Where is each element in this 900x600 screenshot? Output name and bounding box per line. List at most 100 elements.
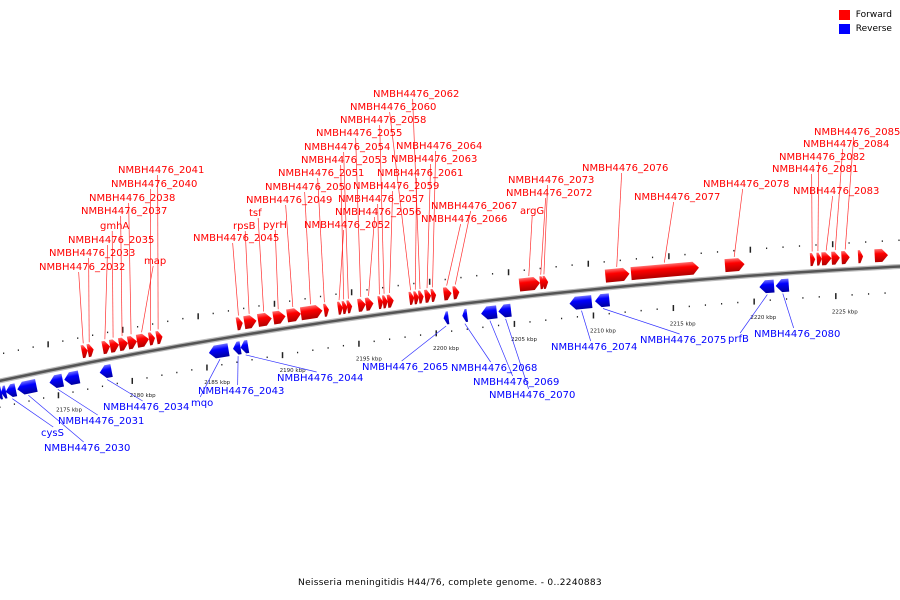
gene-label-text[interactable]: pyrH (263, 220, 287, 231)
forward-gene-label[interactable]: NMBH4476_2045 (193, 233, 279, 244)
forward-gene[interactable] (841, 251, 850, 265)
forward-gene-label[interactable]: NMBH4476_2057 (338, 194, 424, 205)
forward-gene[interactable] (341, 300, 349, 315)
forward-gene-label[interactable]: NMBH4476_2060 (350, 102, 436, 113)
gene-label-text[interactable]: prfB (728, 334, 749, 345)
forward-gene[interactable] (724, 258, 746, 273)
gene-label-text[interactable]: NMBH4476_2055 (316, 128, 402, 139)
reverse-gene[interactable] (759, 279, 775, 294)
forward-gene-label[interactable]: NMBH4476_2032 (39, 262, 125, 273)
gene-label-text[interactable]: NMBH4476_2065 (362, 362, 448, 373)
forward-gene-label[interactable]: NMBH4476_2083 (793, 186, 879, 197)
forward-gene-label[interactable]: NMBH4476_2072 (506, 188, 592, 199)
gene-label-text[interactable]: NMBH4476_2058 (340, 115, 426, 126)
reverse-gene-label[interactable]: cysS (41, 428, 64, 439)
forward-gene[interactable] (357, 298, 367, 312)
forward-gene[interactable] (630, 261, 700, 281)
forward-gene[interactable] (346, 300, 353, 314)
gene-label-text[interactable]: NMBH4476_2061 (377, 168, 463, 179)
forward-gene[interactable] (821, 252, 832, 266)
forward-gene[interactable] (299, 304, 323, 321)
reverse-gene[interactable] (48, 373, 65, 389)
gene-label-text[interactable]: NMBH4476_2044 (277, 373, 363, 384)
forward-gene[interactable] (377, 295, 384, 310)
gene-label-text[interactable]: NMBH4476_2070 (489, 390, 575, 401)
forward-gene[interactable] (857, 250, 864, 264)
reverse-gene-label[interactable]: NMBH4476_2031 (58, 416, 144, 427)
gene-label-text[interactable]: NMBH4476_2074 (551, 342, 637, 353)
reverse-gene-label[interactable]: NMBH4476_2080 (754, 329, 840, 340)
reverse-gene[interactable] (240, 340, 250, 354)
forward-gene-label[interactable]: NMBH4476_2037 (81, 206, 167, 217)
forward-gene[interactable] (155, 330, 163, 345)
forward-gene[interactable] (831, 251, 840, 265)
forward-gene[interactable] (86, 343, 94, 358)
forward-gene[interactable] (80, 344, 89, 359)
reverse-gene[interactable] (4, 383, 18, 398)
forward-gene[interactable] (408, 291, 415, 305)
forward-gene[interactable] (442, 287, 452, 301)
forward-gene[interactable] (147, 332, 156, 346)
forward-gene-label[interactable]: NMBH4476_2033 (49, 248, 135, 259)
forward-gene-label[interactable]: NMBH4476_2040 (111, 179, 197, 190)
forward-gene-label[interactable]: NMBH4476_2054 (304, 142, 390, 153)
reverse-gene-label[interactable]: NMBH4476_2068 (451, 363, 537, 374)
forward-gene[interactable] (126, 335, 138, 350)
reverse-gene[interactable] (208, 343, 230, 359)
forward-gene-label[interactable]: NMBH4476_2056 (335, 207, 421, 218)
reverse-gene-label[interactable]: NMBH4476_2043 (198, 386, 284, 397)
forward-gene-label[interactable]: NMBH4476_2082 (779, 152, 865, 163)
gene-label-text[interactable]: NMBH4476_2062 (373, 89, 459, 100)
reverse-gene-label[interactable]: NMBH4476_2069 (473, 377, 559, 388)
reverse-gene[interactable] (232, 341, 242, 355)
forward-gene[interactable] (286, 307, 302, 323)
gene-label-text[interactable]: map (144, 256, 166, 267)
reverse-gene[interactable] (569, 295, 593, 310)
forward-gene[interactable] (135, 333, 150, 348)
reverse-gene-label[interactable]: mqo (191, 398, 213, 409)
gene-label-text[interactable]: NMBH4476_2053 (301, 155, 387, 166)
reverse-gene-label[interactable]: NMBH4476_2030 (44, 443, 130, 454)
forward-gene[interactable] (364, 297, 375, 311)
forward-gene-label[interactable]: NMBH4476_2055 (316, 128, 402, 139)
forward-gene[interactable] (386, 294, 395, 308)
forward-gene-label[interactable]: NMBH4476_2058 (340, 115, 426, 126)
forward-gene-label[interactable]: NMBH4476_2038 (89, 193, 175, 204)
reverse-gene-label[interactable]: NMBH4476_2075 (640, 335, 726, 346)
gene-label-text[interactable]: NMBH4476_2033 (49, 248, 135, 259)
reverse-gene[interactable] (0, 385, 8, 399)
gene-label-text[interactable]: mqo (191, 398, 213, 409)
forward-gene-label[interactable]: NMBH4476_2059 (353, 181, 439, 192)
forward-gene-label[interactable]: map (144, 256, 166, 267)
forward-gene-label[interactable]: NMBH4476_2084 (803, 139, 889, 150)
gene-label-text[interactable]: gmhA (100, 221, 129, 232)
forward-gene[interactable] (235, 317, 244, 331)
reverse-gene-label[interactable]: NMBH4476_2044 (277, 373, 363, 384)
forward-gene[interactable] (424, 289, 432, 303)
gene-label-text[interactable]: NMBH4476_2077 (634, 192, 720, 203)
reverse-gene[interactable] (775, 278, 790, 293)
forward-gene[interactable] (816, 252, 822, 266)
forward-gene[interactable] (108, 338, 120, 353)
gene-label-text[interactable]: NMBH4476_2050 (265, 182, 351, 193)
gene-label-text[interactable]: NMBH4476_2051 (278, 168, 364, 179)
forward-gene[interactable] (323, 303, 330, 317)
gene-label-text[interactable]: NMBH4476_2040 (111, 179, 197, 190)
gene-label-text[interactable]: NMBH4476_2078 (703, 179, 789, 190)
reverse-gene[interactable] (0, 386, 4, 400)
forward-gene[interactable] (381, 295, 389, 309)
gene-label-text[interactable]: cysS (41, 428, 64, 439)
gene-label-text[interactable]: NMBH4476_2059 (353, 181, 439, 192)
gene-label-text[interactable]: NMBH4476_2075 (640, 335, 726, 346)
gene-label-text[interactable]: NMBH4476_2045 (193, 233, 279, 244)
gene-label-text[interactable]: NMBH4476_2052 (304, 220, 390, 231)
gene-label-text[interactable]: NMBH4476_2056 (335, 207, 421, 218)
forward-gene-label[interactable]: NMBH4476_2061 (377, 168, 463, 179)
reverse-gene[interactable] (480, 305, 498, 320)
forward-gene-label[interactable]: NMBH4476_2077 (634, 192, 720, 203)
gene-label-text[interactable]: NMBH4476_2049 (246, 195, 332, 206)
forward-gene[interactable] (417, 290, 425, 304)
reverse-gene[interactable] (98, 364, 113, 379)
forward-gene-label[interactable]: NMBH4476_2052 (304, 220, 390, 231)
gene-label-text[interactable]: NMBH4476_2030 (44, 443, 130, 454)
